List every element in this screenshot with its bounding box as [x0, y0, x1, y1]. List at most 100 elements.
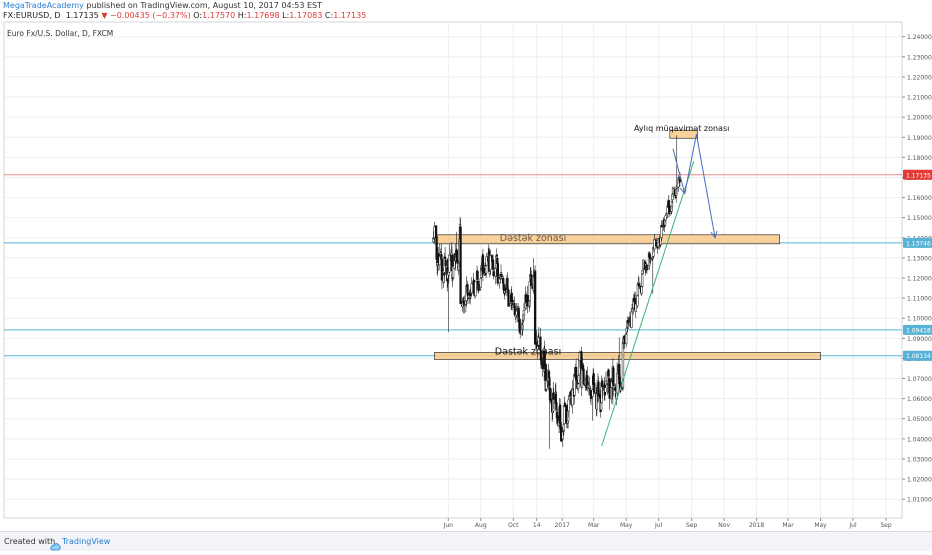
candle-up — [521, 324, 524, 330]
open-value: 1.17570 — [202, 11, 236, 20]
candle-down — [466, 293, 470, 296]
candle-up — [664, 215, 667, 221]
price-label-text: 1.13746 — [906, 240, 931, 247]
x-tick-label: May — [814, 522, 827, 529]
trend-line — [601, 161, 695, 447]
candle-down — [491, 259, 495, 270]
y-tick-label: 1.18000 — [907, 155, 932, 162]
publish-header: MegaTradeAcademy published on TradingVie… — [0, 0, 932, 22]
price-label-bg — [903, 237, 932, 248]
ohlc-readout: FX:EURUSD, D 1.17135 ▼ −0.00435 (−0.37%)… — [3, 11, 366, 20]
x-tick-label: Oct — [508, 522, 519, 529]
candle-down — [558, 404, 562, 424]
projection-path — [672, 134, 716, 238]
x-tick-label: May — [620, 522, 633, 529]
y-tick-label: 1.20000 — [907, 115, 932, 122]
tradingview-cloud-icon[interactable] — [50, 536, 61, 555]
candle-down — [548, 387, 552, 401]
tradingview-brand[interactable]: TradingView — [62, 537, 111, 546]
x-tick-label: Mar — [588, 522, 600, 529]
symbol-label: FX:EURUSD, D — [3, 11, 61, 20]
candle-down — [444, 259, 447, 267]
low-label: L: — [282, 11, 290, 20]
close-value: 1.17135 — [333, 11, 367, 20]
candle-up — [515, 310, 518, 316]
candle-up — [571, 389, 574, 406]
candle-down — [574, 366, 578, 381]
candle-up — [470, 283, 473, 294]
candle-up — [479, 278, 482, 288]
x-tick-label: 2017 — [555, 522, 570, 529]
price-label-text: 1.17135 — [906, 172, 931, 179]
candle-down — [555, 402, 558, 410]
candle-up — [521, 320, 525, 323]
candle-up — [528, 281, 531, 302]
y-tick-label: 1.01000 — [907, 497, 932, 504]
candle-up — [625, 328, 628, 333]
candle-down — [607, 369, 610, 377]
x-tick-label: Sep — [880, 522, 892, 529]
candle-down — [511, 299, 514, 303]
candle-up — [432, 238, 436, 240]
candle-down — [507, 289, 510, 307]
candle-down — [530, 274, 533, 286]
candle-down — [612, 367, 615, 386]
y-tick-label: 1.23000 — [907, 54, 932, 61]
candle-down — [548, 378, 551, 387]
candle-down — [518, 319, 521, 333]
candle-down — [556, 415, 559, 424]
candle-down — [539, 336, 542, 351]
zone-label: Dəstək zonası — [495, 346, 561, 357]
candle-up — [669, 211, 673, 214]
level-price-label: 1.09418 — [903, 324, 932, 335]
candle-up — [593, 392, 596, 394]
y-tick-label: 1.12000 — [907, 276, 932, 283]
candle-up — [463, 304, 466, 306]
y-tick-label: 1.02000 — [907, 477, 932, 484]
price-label-text: 1.09418 — [906, 327, 931, 334]
price-label-bg — [903, 324, 932, 335]
candle-up — [675, 186, 678, 189]
candle-down — [637, 283, 641, 287]
candle-up — [522, 310, 526, 316]
candle-up — [489, 255, 492, 271]
candle-down — [495, 254, 498, 257]
zone-box — [434, 234, 780, 245]
x-tick-label: Nov — [718, 522, 730, 529]
candle-down — [459, 226, 462, 304]
candle-up — [528, 300, 531, 308]
down-arrow-icon: ▼ — [101, 11, 108, 20]
open-label: O: — [193, 11, 203, 20]
x-tick-label: 14 — [533, 522, 541, 529]
candle-up — [675, 188, 678, 196]
author-link[interactable]: MegaTradeAcademy — [3, 1, 84, 10]
candle-up — [577, 375, 580, 384]
publish-text: published on TradingView.com, August 10,… — [83, 1, 323, 10]
zone-label: Dəstək zonası — [500, 233, 566, 244]
y-tick-label: 1.22000 — [907, 74, 932, 81]
candle-down — [443, 256, 447, 259]
y-tick-label: 1.11000 — [907, 296, 932, 303]
x-tick-label: Mar — [782, 522, 794, 529]
candle-up — [545, 380, 548, 390]
y-tick-label: 1.04000 — [907, 436, 932, 443]
candle-down — [654, 239, 658, 241]
zone-box — [669, 129, 698, 139]
candle-down — [455, 249, 458, 263]
y-tick-label: 1.06000 — [907, 396, 932, 403]
y-tick-label: 1.10000 — [907, 316, 932, 323]
candle-up — [451, 265, 455, 279]
candle-down — [526, 295, 529, 307]
candle-down — [674, 196, 677, 198]
candle-up — [634, 303, 637, 312]
candle-up — [563, 405, 566, 424]
price-change: −0.00435 (−0.37%) — [110, 11, 191, 20]
candle-down — [668, 205, 671, 214]
high-label: H: — [237, 11, 247, 20]
candle-up — [615, 373, 619, 394]
candle-up — [630, 311, 633, 328]
level-price-label: 1.13746 — [903, 237, 932, 248]
candle-up — [636, 295, 639, 307]
